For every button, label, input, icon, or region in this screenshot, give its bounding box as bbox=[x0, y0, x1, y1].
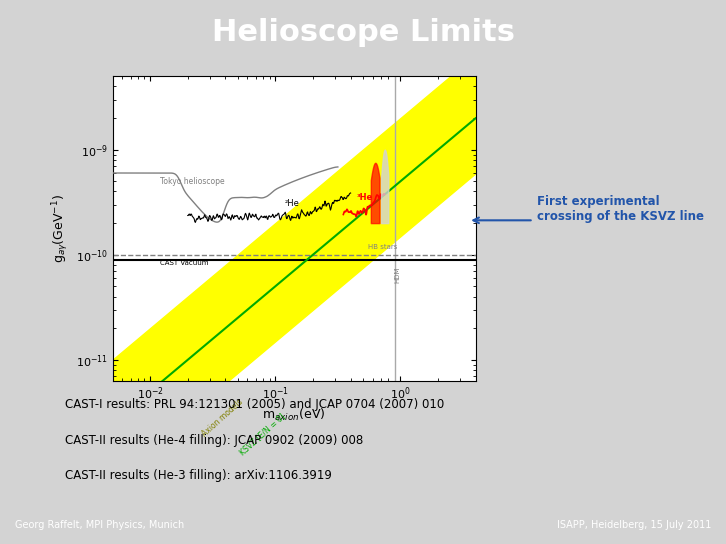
Text: ISAPP, Heidelberg, 15 July 2011: ISAPP, Heidelberg, 15 July 2011 bbox=[557, 520, 711, 530]
Text: CAST-II results (He-3 filling): arXiv:1106.3919: CAST-II results (He-3 filling): arXiv:11… bbox=[65, 469, 333, 483]
Text: ³He: ³He bbox=[357, 193, 373, 202]
Y-axis label: g$_{a\gamma}$(GeV$^{-1}$): g$_{a\gamma}$(GeV$^{-1}$) bbox=[51, 194, 71, 263]
Text: CAST-I results: PRL 94:121301 (2005) and JCAP 0704 (2007) 010: CAST-I results: PRL 94:121301 (2005) and… bbox=[65, 398, 444, 411]
Text: Tokyo helioscope: Tokyo helioscope bbox=[160, 177, 224, 186]
Text: CAST-II results (He-4 filling): JCAP 0902 (2009) 008: CAST-II results (He-4 filling): JCAP 090… bbox=[65, 434, 364, 447]
Text: First experimental
crossing of the KSVZ line: First experimental crossing of the KSVZ … bbox=[537, 195, 704, 224]
Text: Helioscope Limits: Helioscope Limits bbox=[211, 18, 515, 47]
Text: Axion models: Axion models bbox=[200, 397, 244, 438]
Text: ²He: ²He bbox=[285, 199, 300, 208]
X-axis label: m$_{axion}$(eV): m$_{axion}$(eV) bbox=[262, 406, 326, 423]
Text: KSVZ [E/N = 0]: KSVZ [E/N = 0] bbox=[237, 411, 287, 456]
Text: CAST Vacuum: CAST Vacuum bbox=[160, 259, 208, 265]
Text: HDM: HDM bbox=[395, 267, 401, 283]
Text: Georg Raffelt, MPI Physics, Munich: Georg Raffelt, MPI Physics, Munich bbox=[15, 520, 184, 530]
Text: HB stars: HB stars bbox=[368, 244, 398, 250]
